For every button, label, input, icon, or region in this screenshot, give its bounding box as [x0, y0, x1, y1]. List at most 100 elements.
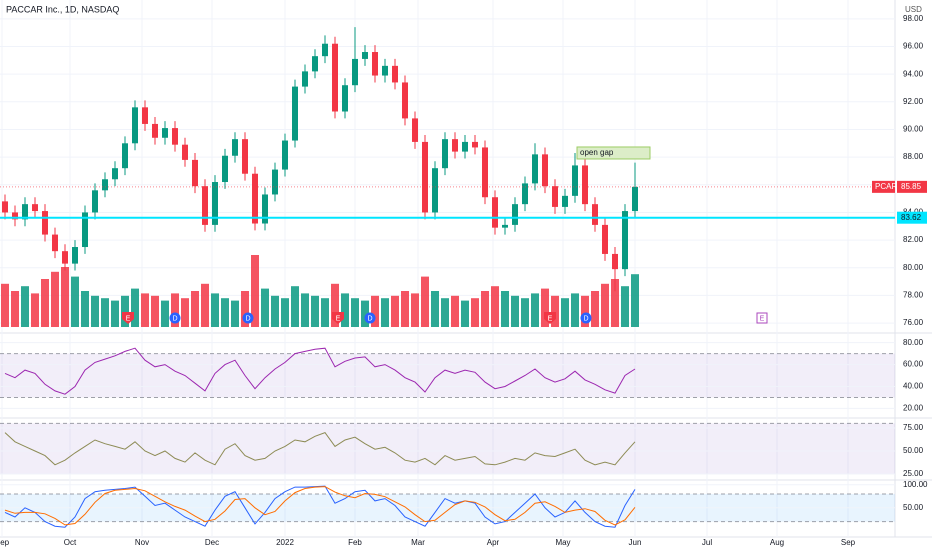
indicator-tick-label: 50.00 — [903, 503, 924, 512]
candle-body — [212, 182, 218, 225]
dividend-marker — [580, 312, 592, 324]
volume-bar — [361, 300, 369, 327]
candle-body — [332, 43, 338, 112]
candle-body — [12, 212, 18, 220]
x-tick-label: 2022 — [276, 538, 294, 547]
volume-bar — [131, 288, 139, 327]
candle-body — [222, 155, 228, 183]
volume-bar — [351, 298, 359, 327]
volume-bar — [121, 295, 129, 327]
candle-body — [602, 224, 608, 254]
earnings-marker — [544, 312, 556, 324]
candle-body — [322, 43, 328, 57]
volume-bar — [371, 295, 379, 327]
candle-body — [442, 139, 448, 169]
x-tick-label: Nov — [135, 538, 149, 547]
y-tick-label: 94.00 — [903, 69, 924, 78]
volume-bar — [1, 283, 9, 327]
volume-bar — [541, 288, 549, 327]
candle-body — [522, 183, 528, 205]
volume-bar — [621, 286, 629, 327]
candle-body — [292, 86, 298, 141]
volume-bar — [611, 279, 619, 327]
candle-body — [242, 139, 248, 174]
chart-title: PACCAR Inc., 1D, NASDAQ — [6, 4, 119, 14]
y-tick-label: 92.00 — [903, 97, 924, 106]
candle-body — [202, 186, 208, 225]
indicator-tick-label: 75.00 — [903, 423, 924, 432]
volume-bar — [391, 295, 399, 327]
dividend-marker — [364, 312, 376, 324]
volume-bar — [251, 255, 259, 327]
candle-body — [392, 65, 398, 83]
candle-body — [2, 201, 8, 213]
candle-body — [172, 128, 178, 145]
candle-body — [352, 58, 358, 86]
candle-body — [562, 195, 568, 207]
indicator-tick-label: 25.00 — [903, 469, 924, 478]
y-tick-label: 96.00 — [903, 42, 924, 51]
volume-bar — [511, 295, 519, 327]
event-label: E — [548, 315, 553, 322]
candle-body — [232, 139, 238, 156]
volume-bar — [491, 286, 499, 327]
x-tick-label: May — [555, 538, 570, 547]
volume-bar — [291, 286, 299, 327]
event-label: D — [245, 315, 250, 322]
candle-body — [412, 118, 418, 142]
candle-body — [132, 107, 138, 144]
candle-body — [142, 107, 148, 124]
last-price-bg — [897, 180, 927, 193]
volume-bar — [421, 276, 429, 327]
candle-body — [72, 247, 78, 264]
event-label: D — [583, 315, 588, 322]
volume-bar — [141, 293, 149, 327]
annotation-text: open gap — [580, 148, 614, 157]
candle-body — [452, 139, 458, 152]
volume-bar — [191, 291, 199, 327]
indicator-tick-label: 60.00 — [903, 360, 924, 369]
volume-bar — [61, 267, 69, 327]
x-tick-label: Dec — [205, 538, 219, 547]
candle-body — [162, 128, 168, 138]
candle-body — [252, 173, 258, 224]
volume-bar — [51, 271, 59, 327]
volume-bar — [381, 298, 389, 327]
candle-body — [432, 168, 438, 213]
x-tick-label: Mar — [411, 538, 425, 547]
y-tick-label: 82.00 — [903, 235, 924, 244]
indicator-line — [4, 486, 636, 526]
volume-bar — [21, 286, 29, 327]
x-tick-label: Feb — [348, 538, 362, 547]
volume-bar — [471, 298, 479, 327]
dividend-marker — [242, 312, 254, 324]
volume-bar — [71, 276, 79, 327]
volume-bar — [411, 293, 419, 327]
candle-body — [192, 159, 198, 187]
volume-bar — [171, 293, 179, 327]
x-tick-label: Jun — [629, 538, 642, 547]
candle-body — [552, 186, 558, 207]
candle-body — [82, 212, 88, 248]
volume-bar — [521, 298, 529, 327]
volume-bar — [181, 298, 189, 327]
currency: USD — [905, 5, 922, 14]
indicator-tick-label: 80.00 — [903, 338, 924, 347]
level-label: 83.62 — [901, 213, 922, 222]
volume-bar — [501, 291, 509, 327]
volume-bar — [321, 298, 329, 327]
volume-bar — [591, 291, 599, 327]
event-label: E — [760, 315, 765, 322]
candle-body — [62, 251, 68, 264]
volume-bar — [631, 274, 639, 327]
candle-body — [32, 204, 38, 212]
volume-bar — [31, 293, 39, 327]
volume-bar — [531, 293, 539, 327]
y-tick-label: 88.00 — [903, 152, 924, 161]
volume-bar — [101, 298, 109, 327]
x-tick-label: Oct — [64, 538, 77, 547]
level-label-bg — [897, 211, 927, 224]
candle-body — [112, 168, 118, 180]
candle-body — [632, 186, 638, 212]
